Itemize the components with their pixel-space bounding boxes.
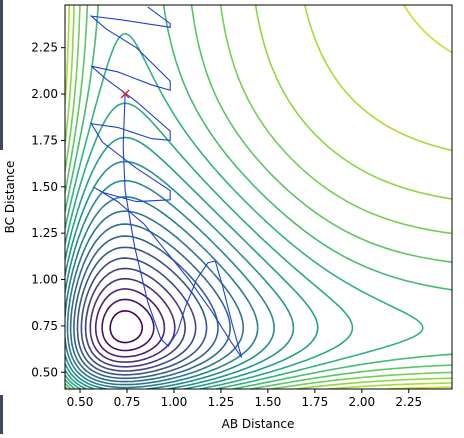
contour-lines (65, 5, 452, 389)
x-tick-label: 1.50 (255, 395, 282, 409)
plot-frame (64, 4, 453, 390)
x-tick-label: 0.75 (114, 395, 141, 409)
contour-level (65, 102, 354, 389)
trajectory-layer (89, 6, 243, 358)
x-tick-label: 1.25 (208, 395, 235, 409)
y-axis-label: BC Distance (3, 161, 17, 234)
contour-level (76, 246, 208, 376)
start-marker-stroke (120, 89, 130, 99)
x-tick-label: 1.00 (161, 395, 188, 409)
start-marker (120, 89, 130, 99)
contour-level (65, 32, 424, 389)
y-tick-label: 2.00 (31, 87, 58, 101)
contour-level (109, 310, 144, 344)
x-tick-label: 2.25 (395, 395, 422, 409)
x-axis-label: AB Distance (222, 417, 295, 431)
y-tick-label: 1.25 (31, 226, 58, 240)
contour-level (80, 257, 197, 372)
contour-level (94, 288, 166, 358)
contour-level (65, 5, 452, 389)
contour-level (89, 277, 176, 363)
window-edge-left-lower (0, 395, 3, 434)
contour-level (65, 5, 452, 389)
x-axis: 0.50 0.75 1.00 1.25 1.50 1.75 2.00 2.25 (67, 389, 422, 409)
x-tick-label: 1.75 (301, 395, 328, 409)
marker-layer (120, 89, 130, 99)
contour-level (69, 223, 231, 383)
contour-level (101, 298, 155, 352)
contour-level (65, 136, 319, 389)
contour-level (66, 210, 244, 386)
y-tick-label: 1.00 (31, 273, 58, 287)
trajectory-line (89, 6, 243, 358)
x-tick-label: 2.00 (348, 395, 375, 409)
contour-level (84, 267, 186, 368)
y-tick-label: 0.75 (31, 319, 58, 333)
contour-level (65, 5, 452, 389)
y-tick-label: 0.50 (31, 365, 58, 379)
y-axis: 0.50 0.75 1.00 1.25 1.50 1.75 2.00 2.25 (31, 41, 65, 379)
contour-level (386, 5, 452, 389)
window-edge-left (0, 0, 3, 150)
x-tick-label: 0.50 (67, 395, 94, 409)
y-tick-label: 2.25 (31, 41, 58, 55)
y-tick-label: 1.50 (31, 180, 58, 194)
y-tick-label: 1.75 (31, 133, 58, 147)
contour-level (65, 160, 295, 389)
contour-level (65, 196, 259, 389)
